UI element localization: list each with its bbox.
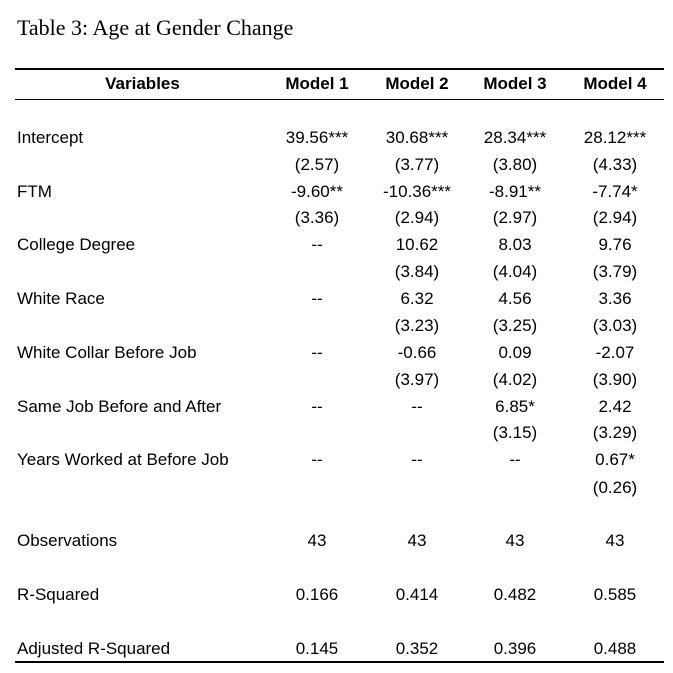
stat-r-squared-m4: 0.585 [593, 585, 637, 604]
row-label-intercept: Intercept [17, 128, 84, 147]
se-intercept-m3: (3.80) [492, 155, 538, 174]
stat-r-squared-m2: 0.414 [395, 585, 439, 604]
coef-ftm-m1: -9.60** [291, 182, 343, 201]
coef-ftm-m3: -8.91** [489, 182, 541, 201]
coef-intercept-m4: 28.12*** [583, 128, 647, 147]
coef-ftm-m4: -7.74* [592, 182, 638, 201]
coef-white-collar-m1: -- [311, 343, 323, 362]
row-label-white-race: White Race [17, 289, 105, 308]
coef-same-job-m2: -- [411, 397, 423, 416]
coef-white-race-m4: 3.36 [598, 289, 632, 308]
se-college-degree-m2: (3.84) [394, 262, 440, 281]
coef-same-job-m4: 2.42 [598, 397, 632, 416]
header-model-3: Model 3 [483, 74, 547, 93]
coef-intercept-m3: 28.34*** [483, 128, 547, 147]
stat-adj-r-squared-m4: 0.488 [593, 639, 637, 658]
coef-college-degree-m4: 9.76 [598, 235, 632, 254]
header-rule [15, 99, 664, 100]
coef-college-degree-m3: 8.03 [498, 235, 532, 254]
stat-r-squared-m3: 0.482 [493, 585, 537, 604]
se-white-race-m4: (3.03) [592, 316, 638, 335]
header-variables: Variables [105, 74, 180, 93]
se-white-race-m2: (3.23) [394, 316, 440, 335]
row-label-college-degree: College Degree [17, 235, 136, 254]
stat-observations-m4: 43 [605, 531, 625, 550]
stat-observations-m1: 43 [307, 531, 327, 550]
coef-white-collar-m2: -0.66 [397, 343, 437, 362]
row-label-white-collar: White Collar Before Job [17, 343, 197, 362]
se-college-degree-m3: (4.04) [492, 262, 538, 281]
coef-college-degree-m2: 10.62 [395, 235, 439, 254]
coef-intercept-m2: 30.68*** [385, 128, 449, 147]
se-college-degree-m4: (3.79) [592, 262, 638, 281]
se-ftm-m1: (3.36) [294, 208, 340, 227]
coef-white-collar-m3: 0.09 [498, 343, 532, 362]
coef-years-worked-m2: -- [411, 450, 423, 469]
coef-same-job-m1: -- [311, 397, 323, 416]
row-label-same-job: Same Job Before and After [17, 397, 222, 416]
se-ftm-m4: (2.94) [592, 208, 638, 227]
stat-adj-r-squared-m1: 0.145 [295, 639, 339, 658]
se-years-worked-m4: (0.26) [592, 478, 638, 497]
se-intercept-m4: (4.33) [592, 155, 638, 174]
stat-label-r-squared: R-Squared [17, 585, 100, 604]
coef-college-degree-m1: -- [311, 235, 323, 254]
se-white-collar-m2: (3.97) [394, 370, 440, 389]
top-rule [15, 68, 664, 70]
se-white-collar-m4: (3.90) [592, 370, 638, 389]
coef-white-race-m2: 6.32 [400, 289, 434, 308]
stat-label-observations: Observations [17, 531, 118, 550]
stat-adj-r-squared-m3: 0.396 [493, 639, 537, 658]
se-white-collar-m3: (4.02) [492, 370, 538, 389]
se-white-race-m3: (3.25) [492, 316, 538, 335]
coef-intercept-m1: 39.56*** [285, 128, 349, 147]
se-ftm-m2: (2.94) [394, 208, 440, 227]
stat-label-adj-r-squared: Adjusted R-Squared [17, 639, 171, 658]
coef-white-race-m1: -- [311, 289, 323, 308]
se-intercept-m2: (3.77) [394, 155, 440, 174]
coef-same-job-m3: 6.85* [495, 397, 535, 416]
stat-observations-m3: 43 [505, 531, 525, 550]
row-label-ftm: FTM [17, 182, 52, 201]
header-model-2: Model 2 [385, 74, 449, 93]
row-label-years-worked: Years Worked at Before Job [17, 450, 229, 469]
header-model-4: Model 4 [583, 74, 647, 93]
se-same-job-m3: (3.15) [492, 423, 538, 442]
se-same-job-m4: (3.29) [592, 423, 638, 442]
coef-white-collar-m4: -2.07 [595, 343, 635, 362]
se-intercept-m1: (2.57) [294, 155, 340, 174]
bottom-rule [15, 661, 664, 663]
table-title: Table 3: Age at Gender Change [17, 15, 294, 40]
coef-years-worked-m4: 0.67* [595, 450, 635, 469]
header-model-1: Model 1 [285, 74, 349, 93]
se-ftm-m3: (2.97) [492, 208, 538, 227]
stat-observations-m2: 43 [407, 531, 427, 550]
coef-ftm-m2: -10.36*** [382, 182, 452, 201]
coef-years-worked-m1: -- [311, 450, 323, 469]
coef-white-race-m3: 4.56 [498, 289, 532, 308]
stat-r-squared-m1: 0.166 [295, 585, 339, 604]
stat-adj-r-squared-m2: 0.352 [395, 639, 439, 658]
coef-years-worked-m3: -- [509, 450, 521, 469]
